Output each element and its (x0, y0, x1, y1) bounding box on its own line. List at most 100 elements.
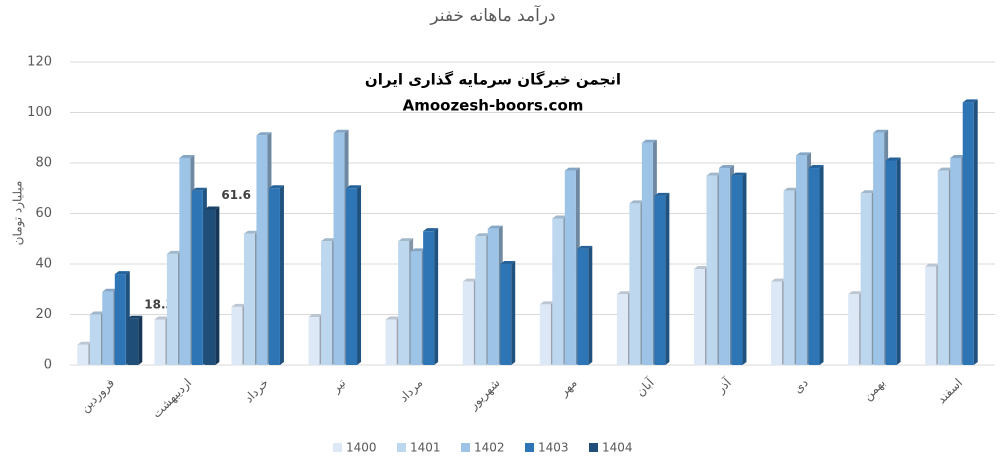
bar-side (357, 185, 362, 365)
bar (321, 241, 333, 365)
bar-top (577, 245, 593, 249)
bar (950, 157, 962, 365)
bar-side (665, 192, 670, 365)
bar-side (434, 228, 439, 365)
bar-top (398, 238, 414, 242)
bar-top (950, 154, 966, 158)
bar (731, 175, 743, 365)
x-tick-label: شهریور (465, 376, 503, 414)
bar (654, 195, 666, 365)
bar-side (588, 245, 593, 365)
bar (962, 102, 974, 366)
bar-top (860, 190, 876, 194)
bar (552, 218, 564, 365)
bar (693, 269, 705, 365)
bar (179, 157, 191, 365)
bar-top (629, 200, 645, 204)
bar-top (179, 154, 195, 158)
bar-top (873, 129, 889, 133)
y-tick-label: 120 (27, 55, 52, 70)
bar-top (231, 303, 247, 307)
bar (796, 155, 808, 365)
bar-top (268, 185, 284, 189)
x-tick-label: اسفند (934, 376, 965, 407)
bar (500, 264, 512, 365)
legend-label: 1401 (410, 441, 441, 455)
bar (925, 266, 937, 365)
bar-top (552, 215, 568, 219)
bar-top (885, 157, 901, 161)
bar-side (279, 185, 284, 365)
bar (848, 294, 860, 365)
bar (629, 203, 641, 365)
bar (539, 304, 551, 365)
bar (706, 175, 718, 365)
bar-top (204, 206, 220, 210)
bar (783, 190, 795, 365)
data-label: 18.3 (144, 297, 174, 311)
bar (231, 306, 243, 365)
bar-top (127, 315, 143, 319)
bar-top (962, 99, 978, 103)
chart-title: درآمد ماهانه خفنر (429, 4, 555, 26)
x-tick-label: آذر (712, 375, 735, 398)
bar (89, 314, 101, 365)
bar (808, 168, 820, 365)
bar-top (256, 132, 272, 136)
legend-swatch (397, 443, 406, 452)
bar-top (783, 187, 799, 191)
bar-top (718, 165, 734, 169)
bar-side (511, 261, 516, 365)
bar-top (385, 316, 401, 320)
bar (398, 241, 410, 365)
legend-swatch (589, 443, 598, 452)
legend-swatch (333, 443, 342, 452)
bar (154, 319, 166, 365)
bar (127, 318, 139, 365)
bar-top (564, 167, 580, 171)
bar-top (693, 266, 709, 270)
bar (577, 248, 589, 365)
bar-top (462, 278, 478, 282)
legend-label: 1403 (538, 441, 569, 455)
bar-top (243, 230, 259, 234)
y-tick-label: 40 (35, 257, 52, 272)
bar-top (308, 314, 324, 318)
bar-top (475, 233, 491, 237)
bar (268, 188, 280, 365)
x-tick-label: دی (791, 376, 811, 396)
bar-top (321, 238, 337, 242)
x-tick-label: اردیبهشت (149, 376, 195, 422)
bar-top (771, 278, 787, 282)
bar (860, 193, 872, 365)
bar-top (706, 172, 722, 176)
y-tick-label: 60 (35, 206, 52, 221)
bar-top (191, 187, 207, 191)
bar-top (423, 228, 439, 232)
bar-side (215, 206, 220, 365)
bar-top (731, 172, 747, 176)
bar-top (114, 271, 130, 275)
bar (641, 142, 653, 365)
bar (487, 228, 499, 365)
y-tick-label: 20 (35, 307, 52, 322)
bar-side (742, 172, 747, 365)
bar (102, 291, 114, 365)
legend-label: 1400 (346, 441, 377, 455)
bar (114, 274, 126, 365)
bar-top (539, 301, 555, 305)
bar-top (925, 263, 941, 267)
bar (410, 251, 422, 365)
legend-label: 1402 (474, 441, 505, 455)
bar (308, 317, 320, 365)
bar-top (346, 185, 362, 189)
bar (191, 190, 203, 365)
bar (564, 170, 576, 365)
bar-top (616, 291, 632, 295)
x-tick-label: مرداد (396, 376, 426, 406)
bar (423, 231, 435, 365)
bar (475, 236, 487, 365)
bar-top (333, 129, 349, 133)
bar-side (973, 99, 978, 366)
